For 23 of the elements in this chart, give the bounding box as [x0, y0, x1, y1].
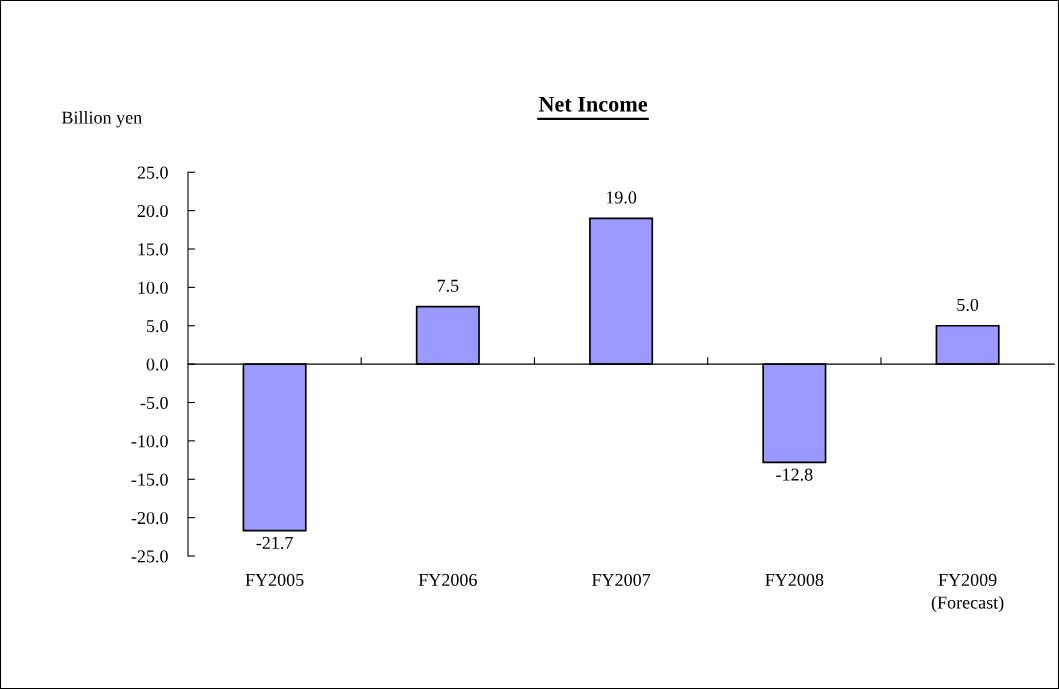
y-tick-label: 0.0	[146, 358, 168, 371]
x-tick-label: FY2005	[245, 573, 304, 586]
y-tick-label: -25.0	[131, 550, 168, 563]
y-tick-label: -5.0	[140, 396, 168, 410]
y-tick-label: 25.0	[137, 166, 168, 179]
y-tick-label: 15.0	[138, 243, 168, 256]
chart-title: Net Income	[538, 96, 648, 112]
y-tick-label: -10.0	[131, 435, 168, 448]
x-tick-label: FY2009 (Forecast)	[931, 573, 1004, 613]
data-label: -12.8	[776, 468, 813, 481]
x-tick-label: FY2008	[765, 573, 824, 586]
x-tick-label: FY2007	[592, 573, 651, 586]
y-tick-label: -15.0	[131, 473, 168, 486]
data-label: -21.7	[256, 536, 293, 550]
y-tick-label: 5.0	[147, 320, 168, 333]
y-axis-title: Billion yen	[61, 110, 142, 128]
y-tick-label: 10.0	[138, 281, 168, 294]
x-tick-label: FY2006	[418, 573, 477, 586]
data-label: 19.0	[606, 191, 637, 204]
y-tick-label: -20.0	[131, 511, 168, 525]
y-tick-label: 20.0	[137, 204, 168, 218]
data-label: 5.0	[957, 298, 979, 312]
data-label: 7.5	[437, 279, 459, 292]
